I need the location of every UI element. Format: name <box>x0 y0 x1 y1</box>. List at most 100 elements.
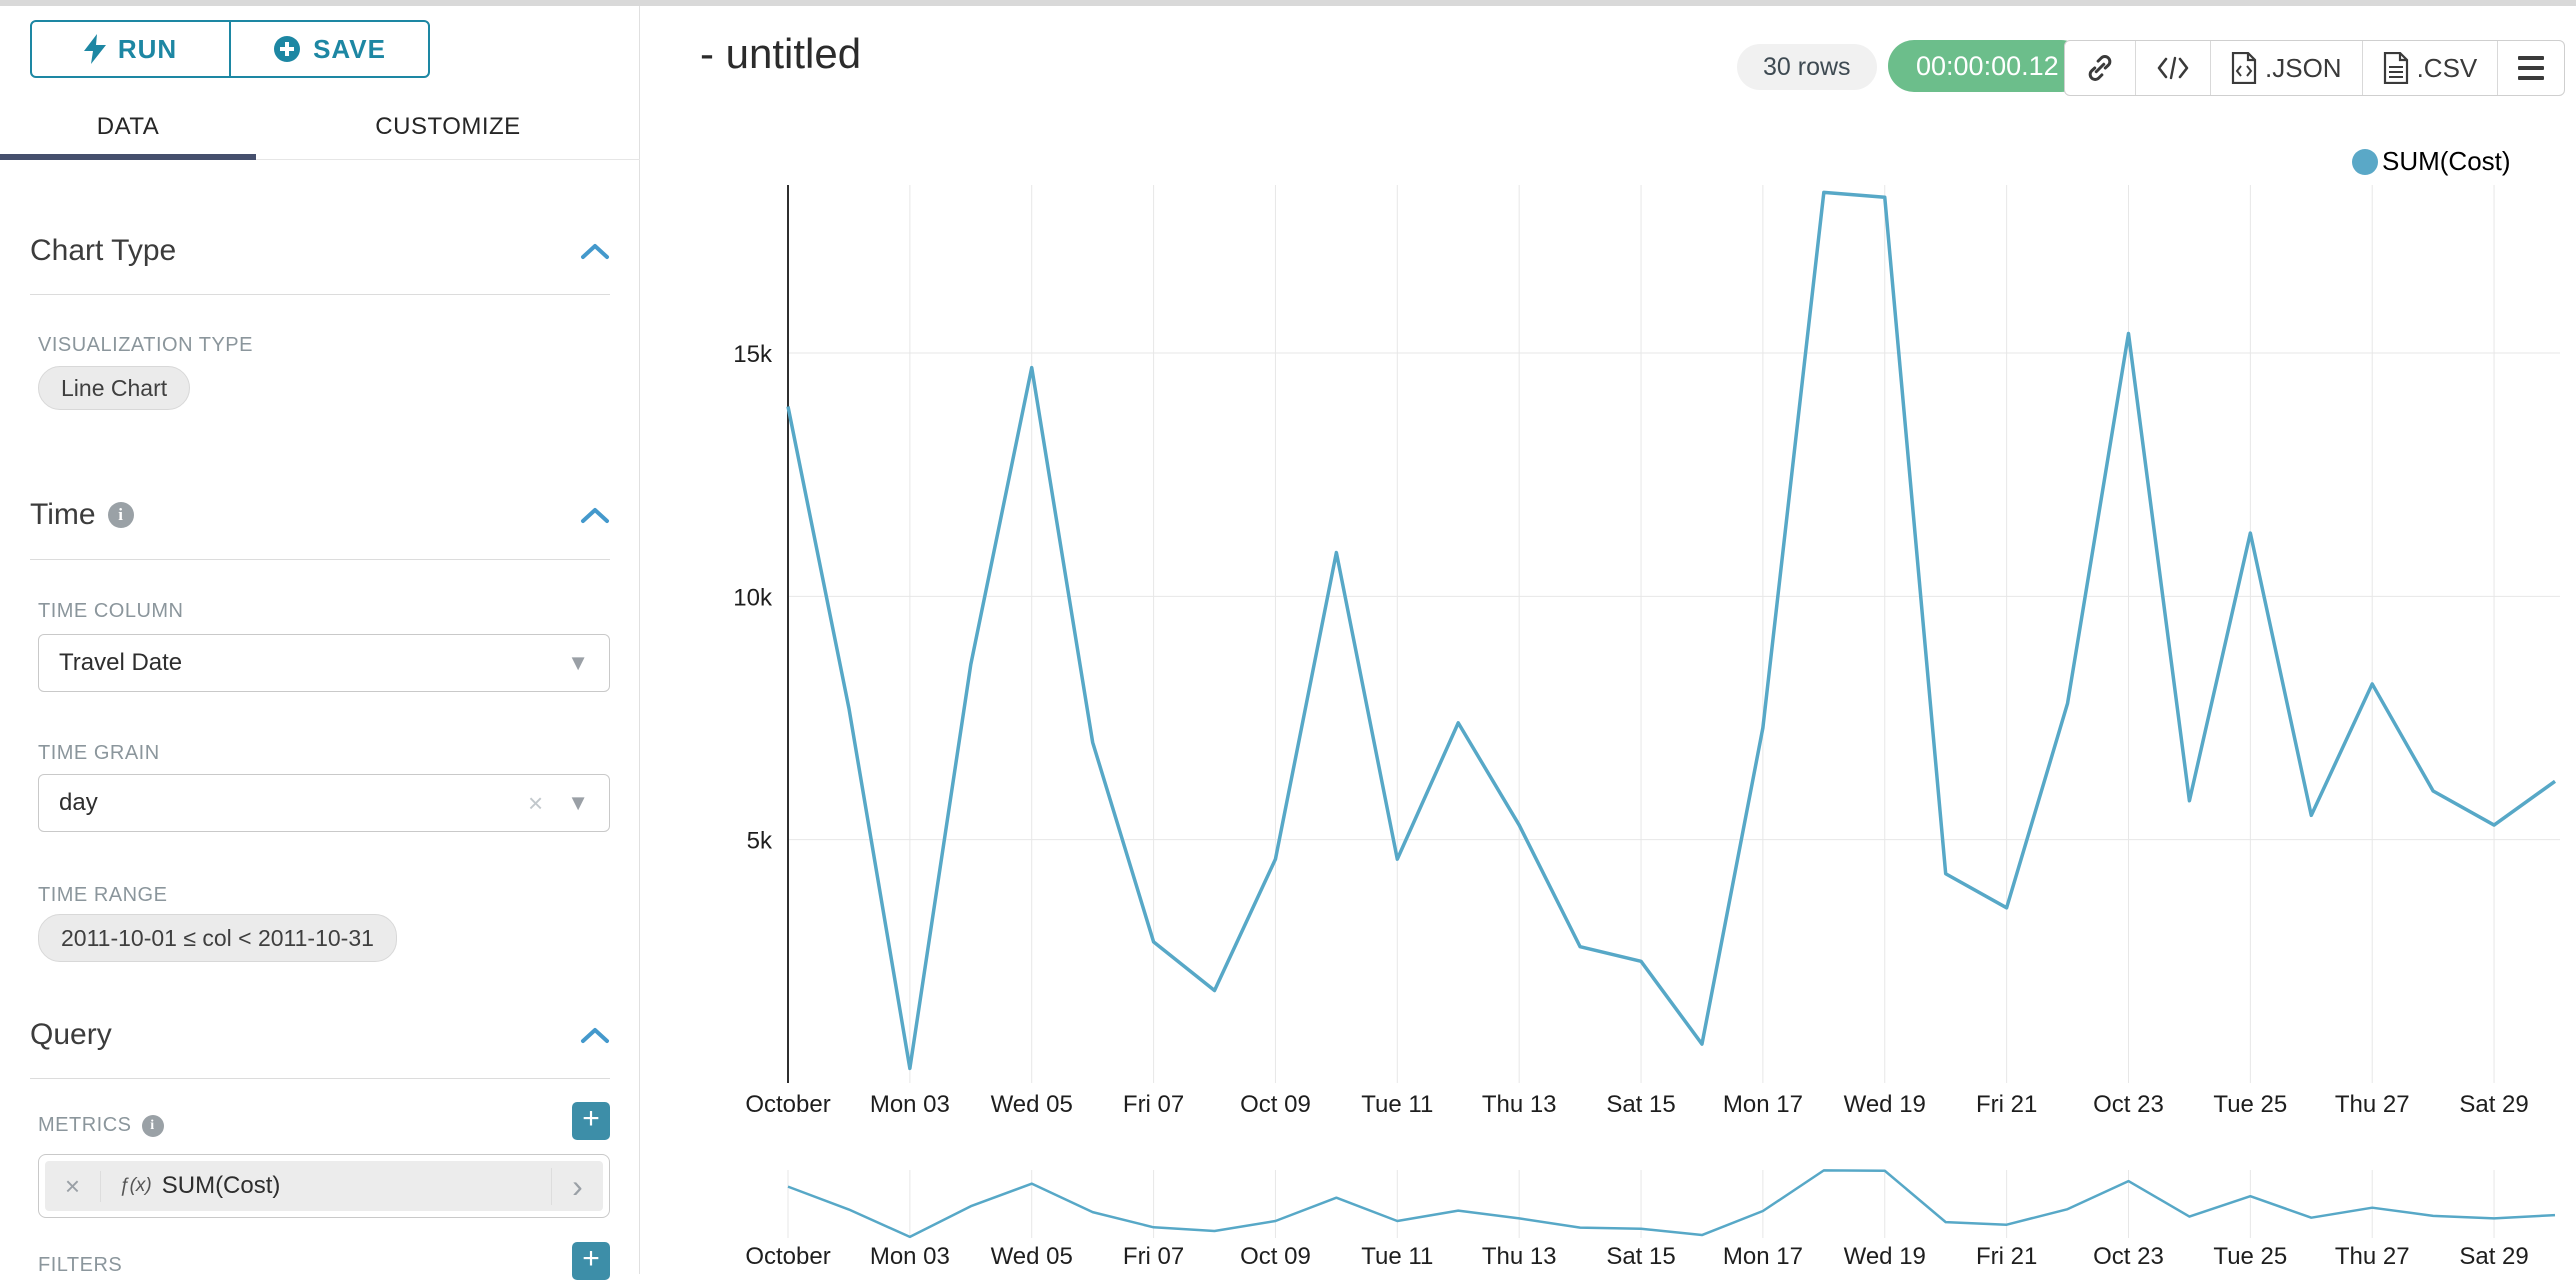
x-axis-label: Thu 13 <box>1482 1091 1557 1118</box>
remove-metric-icon[interactable]: × <box>45 1170 101 1202</box>
link-icon <box>2088 55 2112 81</box>
legend-sum-cost[interactable]: SUM(Cost) <box>2352 146 2511 177</box>
time-column-label: TIME COLUMN <box>38 600 184 622</box>
time-grain-value: day <box>59 789 98 816</box>
y-axis-label: 5k <box>747 828 773 855</box>
section-divider <box>30 1078 610 1079</box>
context-x-axis-label: Sat 15 <box>1606 1243 1675 1270</box>
x-axis-label: Tue 11 <box>1361 1091 1433 1118</box>
time-section-header[interactable]: Time i <box>30 498 610 532</box>
context-x-axis-label: Fri 07 <box>1123 1243 1184 1270</box>
time-range-pill[interactable]: 2011-10-01 ≤ col < 2011-10-31 <box>38 914 397 962</box>
x-axis-label: Tue 25 <box>2213 1091 2287 1118</box>
row-count-badge: 30 rows <box>1737 44 1877 90</box>
x-axis-label: Fri 07 <box>1123 1091 1184 1118</box>
context-x-axis-label: Thu 27 <box>2335 1243 2410 1270</box>
time-grain-select[interactable]: day × ▼ <box>38 774 610 832</box>
context-x-axis-label: Tue 11 <box>1361 1243 1433 1270</box>
panel-tabs: DATA CUSTOMIZE <box>0 94 640 160</box>
x-axis-label: Sat 29 <box>2459 1091 2528 1118</box>
save-button-label: SAVE <box>313 33 386 64</box>
x-axis-label: Oct 09 <box>1240 1091 1311 1118</box>
section-divider <box>30 294 610 295</box>
x-axis-label: Mon 17 <box>1723 1091 1803 1118</box>
tab-data[interactable]: DATA <box>0 94 256 160</box>
filters-label: FILTERS <box>38 1254 123 1276</box>
context-x-axis-label: Wed 05 <box>991 1243 1073 1270</box>
visualization-type-label: VISUALIZATION TYPE <box>38 334 253 356</box>
x-axis-label: Wed 19 <box>1844 1091 1926 1118</box>
metrics-field: × ƒ(x) SUM(Cost) › <box>38 1154 610 1218</box>
chart-type-section-title: Chart Type <box>30 234 177 267</box>
caret-down-icon: ▼ <box>567 790 589 815</box>
context-x-axis-label: October <box>745 1243 830 1270</box>
context-x-axis-label: Oct 23 <box>2093 1243 2164 1270</box>
section-divider <box>30 559 610 560</box>
context-brush-series-line[interactable] <box>787 1169 2556 1239</box>
context-x-axis-label: Oct 09 <box>1240 1243 1311 1270</box>
info-icon: i <box>107 502 134 528</box>
chevron-up-icon[interactable] <box>580 506 610 524</box>
chevron-up-icon[interactable] <box>580 1026 610 1044</box>
x-axis-label: October <box>745 1091 830 1118</box>
file-lines-icon <box>2383 52 2408 84</box>
window-top-edge <box>0 0 2576 6</box>
export-csv-button[interactable]: .CSV <box>2361 41 2498 95</box>
metrics-label: METRICS i <box>38 1114 164 1137</box>
metric-token-label: SUM(Cost) <box>161 1172 281 1199</box>
metric-token[interactable]: × ƒ(x) SUM(Cost) › <box>45 1161 603 1211</box>
info-icon: i <box>141 1114 164 1137</box>
share-link-button[interactable] <box>2065 41 2135 95</box>
function-icon: ƒ(x) <box>119 1175 152 1196</box>
chart-title[interactable]: - untitled <box>700 30 862 77</box>
series-line-sum-cost[interactable] <box>786 190 2557 1071</box>
export-json-button[interactable]: .JSON <box>2210 41 2362 95</box>
time-range-label: TIME RANGE <box>38 884 168 906</box>
time-column-select[interactable]: Travel Date ▼ <box>38 634 610 692</box>
hamburger-icon <box>2518 56 2545 80</box>
embed-code-button[interactable] <box>2135 41 2210 95</box>
visualization-type-pill[interactable]: Line Chart <box>38 366 191 410</box>
code-icon <box>2157 56 2189 80</box>
query-section-header[interactable]: Query <box>30 1018 610 1052</box>
context-x-axis-label: Mon 03 <box>870 1243 950 1270</box>
context-x-axis-label: Wed 19 <box>1844 1243 1926 1270</box>
chart-type-section-header[interactable]: Chart Type <box>30 234 610 268</box>
legend-dot-icon <box>2352 148 2378 175</box>
chevron-right-icon[interactable]: › <box>551 1167 603 1205</box>
x-axis-label: Sat 15 <box>1606 1091 1675 1118</box>
run-button-label: RUN <box>117 33 178 64</box>
x-axis-label: Wed 05 <box>991 1091 1073 1118</box>
context-x-axis-label: Sat 29 <box>2459 1243 2528 1270</box>
x-axis-label: Oct 23 <box>2093 1091 2164 1118</box>
tab-customize-label: CUSTOMIZE <box>375 113 521 140</box>
save-button[interactable]: SAVE <box>229 22 428 76</box>
lightning-icon <box>83 34 106 64</box>
control-panel-sidebar: RUN SAVE DATA CUSTOMIZE Chart Type VISUA… <box>0 6 640 1280</box>
plus-circle-icon <box>274 36 301 62</box>
time-grain-label: TIME GRAIN <box>38 742 160 764</box>
context-x-axis-label: Tue 25 <box>2213 1243 2287 1270</box>
y-axis-label: 15k <box>733 341 773 368</box>
x-axis-label: Thu 27 <box>2335 1091 2410 1118</box>
chevron-up-icon[interactable] <box>580 242 610 260</box>
add-metric-button[interactable]: + <box>572 1102 610 1140</box>
menu-button[interactable] <box>2497 41 2564 95</box>
add-filter-button[interactable]: + <box>572 1242 610 1280</box>
plus-icon: + <box>582 1102 600 1135</box>
y-axis-label: 10k <box>733 584 773 611</box>
x-axis-label: Mon 03 <box>870 1091 950 1118</box>
context-x-axis-label: Mon 17 <box>1723 1243 1803 1270</box>
run-button[interactable]: RUN <box>32 22 229 76</box>
x-axis-label: Fri 21 <box>1976 1091 2037 1118</box>
time-section-title: Time <box>30 498 96 531</box>
visualization-type-value: Line Chart <box>61 374 168 401</box>
context-x-axis-label: Thu 13 <box>1482 1243 1557 1270</box>
active-tab-indicator <box>0 154 256 160</box>
tab-data-label: DATA <box>96 113 160 140</box>
run-save-button-group: RUN SAVE <box>30 20 430 78</box>
clear-icon[interactable]: × <box>528 787 544 818</box>
query-section-title: Query <box>30 1018 112 1051</box>
tab-customize[interactable]: CUSTOMIZE <box>256 94 640 160</box>
